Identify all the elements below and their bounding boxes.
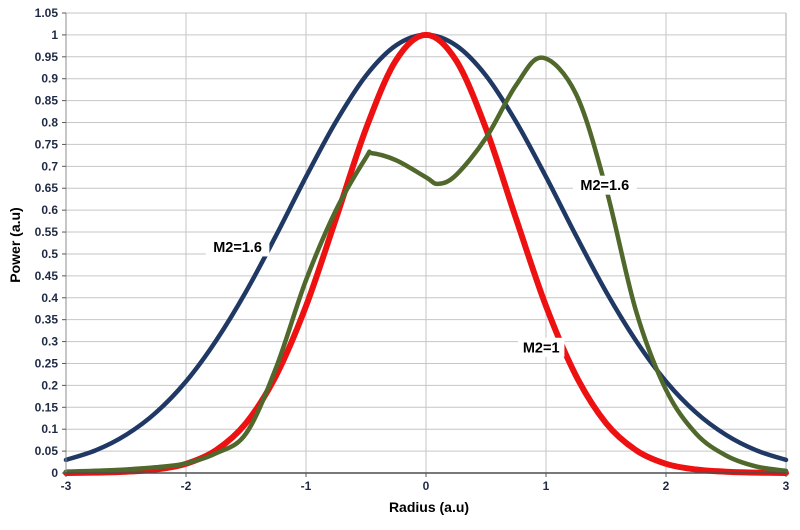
curve-label-background	[573, 175, 637, 195]
y-tick-label: 1.05	[35, 6, 59, 20]
curve-label: M2=1.6	[580, 178, 629, 194]
y-tick-label: 0.7	[41, 159, 58, 173]
y-tick-label: 0.4	[41, 291, 58, 305]
x-tick-label: -1	[301, 479, 312, 493]
y-tick-label: 0.65	[35, 181, 59, 195]
y-tick-label: 0.9	[41, 72, 58, 86]
y-tick-label: 0.45	[35, 269, 59, 283]
y-tick-label: 0	[51, 466, 58, 480]
y-tick-label: 0.8	[41, 116, 58, 130]
x-axis-title: Radius (a.u)	[388, 499, 470, 515]
x-tick-label: -2	[181, 479, 192, 493]
y-tick-label: 0.05	[35, 444, 59, 458]
x-tick-label: 3	[783, 479, 790, 493]
x-tick-label: 1	[543, 479, 550, 493]
series-line-m2-1-6-real-beam	[63, 55, 789, 474]
y-tick-label: 1	[51, 28, 58, 42]
y-tick-label: 0.15	[35, 400, 59, 414]
y-tick-label: 0.6	[41, 203, 58, 217]
y-axis-title: Power (a.u)	[7, 207, 23, 283]
x-tick-label: 2	[663, 479, 670, 493]
y-tick-label: 0.2	[41, 378, 58, 392]
y-tick-label: 0.1	[41, 422, 58, 436]
curve-label: M2=1	[523, 340, 560, 356]
y-tick-label: 0.25	[35, 356, 59, 370]
curve-label-background	[518, 337, 565, 357]
y-tick-label: 0.95	[35, 50, 59, 64]
y-tick-label: 0.3	[41, 335, 58, 349]
curve-label: M2=1.6	[213, 240, 262, 256]
y-tick-label: 0.35	[35, 313, 59, 327]
x-tick-label: 0	[423, 479, 430, 493]
y-tick-label: 0.85	[35, 94, 59, 108]
x-tick-label: -3	[61, 479, 72, 493]
y-tick-label: 0.5	[41, 247, 58, 261]
y-tick-label: 0.55	[35, 225, 59, 239]
curve-label-background	[205, 237, 270, 257]
y-tick-label: 0.75	[35, 137, 59, 151]
